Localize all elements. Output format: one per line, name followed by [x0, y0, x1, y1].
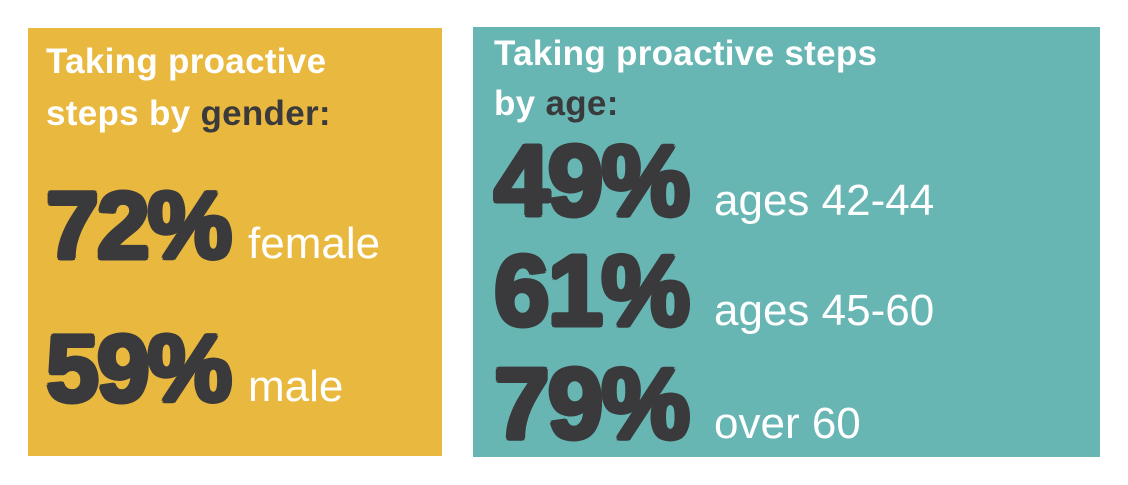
age-title-line1: Taking proactive steps: [494, 34, 878, 73]
stat-value-ages-42-44: 49%: [494, 125, 690, 237]
stat-row-ages-42-44: 49% ages 42-44: [494, 131, 1090, 231]
stat-label-ages-42-44: ages 42-44: [714, 176, 935, 225]
gender-title-line2: steps by gender:: [46, 88, 432, 140]
stat-row-male: 59% male: [46, 322, 432, 417]
stat-value-female: 72%: [46, 173, 232, 279]
gender-panel-title: Taking proactive steps by gender:: [46, 36, 432, 140]
gender-title-line1: Taking proactive: [46, 42, 327, 81]
stat-row-over-60: 79% over 60: [494, 354, 1090, 454]
stat-row-female: 72% female: [46, 179, 432, 274]
stat-value-male: 59%: [46, 316, 232, 422]
stat-label-ages-45-60: ages 45-60: [714, 286, 935, 335]
stat-value-over-60: 79%: [494, 348, 690, 460]
stat-label-male: male: [248, 362, 344, 411]
age-title-line2: by age:: [494, 79, 1090, 129]
stat-label-female: female: [248, 219, 381, 268]
age-title-keyword: age:: [545, 84, 619, 123]
stat-row-ages-45-60: 61% ages 45-60: [494, 241, 1090, 341]
age-panel-title: Taking proactive steps by age:: [494, 29, 1090, 129]
age-title-line2-light: by: [494, 84, 546, 123]
gender-stats-panel: Taking proactive steps by gender: 72% fe…: [28, 28, 442, 456]
gender-title-keyword: gender:: [200, 94, 331, 133]
stat-label-over-60: over 60: [714, 399, 861, 448]
age-stats-panel: Taking proactive steps by age: 49% ages …: [473, 27, 1100, 457]
stat-value-ages-45-60: 61%: [494, 235, 690, 347]
gender-title-line2-light: steps by: [46, 94, 201, 133]
